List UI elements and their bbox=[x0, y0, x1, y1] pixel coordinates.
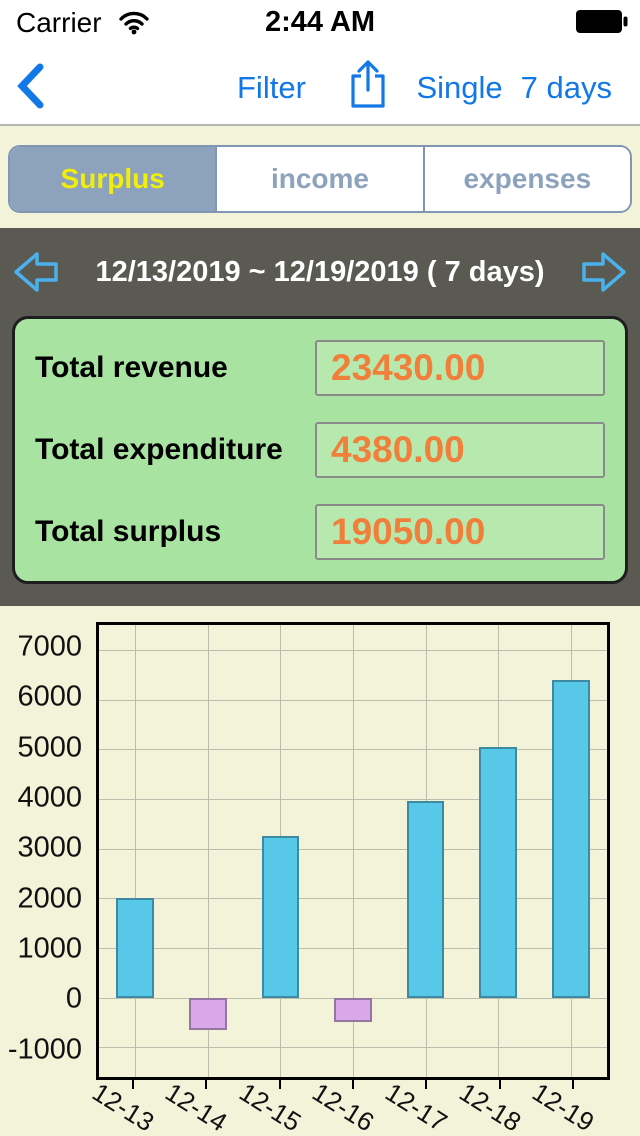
x-tick-label-text: 12-14 bbox=[160, 1076, 233, 1136]
total-expenditure-value: 4380.00 bbox=[315, 422, 605, 478]
y-tick-label: 1000 bbox=[17, 932, 82, 965]
previous-period-arrow-icon[interactable] bbox=[12, 250, 60, 299]
x-axis-tick bbox=[205, 1080, 208, 1089]
x-tick-label: 12-19 bbox=[527, 1077, 640, 1136]
chart-bar bbox=[334, 997, 372, 1023]
filter-button[interactable]: Filter bbox=[237, 70, 306, 105]
chart-bar bbox=[188, 997, 227, 1030]
chart-y-labels: 7000 6000 5000 4000 3000 2000 1000 0 -1000 bbox=[0, 622, 88, 1080]
tab-income[interactable]: income bbox=[217, 147, 425, 211]
clock: 2:44 AM bbox=[264, 6, 376, 38]
total-revenue-label: Total revenue bbox=[35, 351, 228, 384]
gridline-vertical bbox=[353, 625, 354, 1077]
wifi-icon bbox=[118, 9, 150, 40]
nav-right-group: Single 7 days bbox=[416, 70, 612, 106]
x-tick-label-text: 12-19 bbox=[527, 1076, 600, 1136]
days-button[interactable]: 7 days bbox=[520, 70, 612, 105]
y-tick-label: 0 bbox=[65, 982, 82, 1015]
y-tick-label: 7000 bbox=[17, 630, 82, 663]
x-axis-tick bbox=[498, 1080, 501, 1089]
y-tick-label: 6000 bbox=[17, 680, 82, 713]
y-tick-label: 5000 bbox=[17, 731, 82, 764]
x-axis-tick bbox=[425, 1080, 428, 1089]
chart-bar bbox=[551, 679, 590, 998]
battery-icon bbox=[576, 10, 628, 38]
gridline-vertical bbox=[207, 625, 209, 1077]
content: Surplus income expenses 12/13/2019 ~ 12/… bbox=[0, 126, 640, 1136]
x-axis-tick bbox=[131, 1080, 134, 1089]
single-button[interactable]: Single bbox=[416, 70, 503, 105]
status-bar: Carrier 2:44 AM bbox=[0, 0, 640, 44]
back-button[interactable] bbox=[14, 62, 50, 110]
total-surplus-value: 19050.00 bbox=[315, 504, 605, 560]
y-tick-label: 4000 bbox=[17, 781, 82, 814]
x-tick-label-text: 12-13 bbox=[86, 1076, 160, 1136]
tab-surplus[interactable]: Surplus bbox=[10, 147, 218, 211]
tab-expenses[interactable]: expenses bbox=[424, 147, 630, 211]
total-surplus-label: Total surplus bbox=[35, 515, 222, 548]
next-period-arrow-icon[interactable] bbox=[580, 250, 628, 299]
summary-row: Total revenue 23430.00 bbox=[15, 340, 625, 396]
x-tick-label-text: 12-16 bbox=[307, 1076, 380, 1136]
period-panel: 12/13/2019 ~ 12/19/2019 ( 7 days) Total … bbox=[0, 228, 640, 606]
date-range-label: 12/13/2019 ~ 12/19/2019 ( 7 days) bbox=[95, 256, 545, 288]
total-revenue-value: 23430.00 bbox=[315, 340, 605, 396]
chart-area: 7000 6000 5000 4000 3000 2000 1000 0 -1000 12-13… bbox=[0, 604, 640, 1136]
carrier-label: Carrier bbox=[16, 7, 102, 38]
nav-bar: Filter Single 7 days bbox=[0, 44, 640, 126]
y-tick-label: 2000 bbox=[17, 882, 82, 915]
y-tick-label: -1000 bbox=[7, 1033, 82, 1066]
chart-plot bbox=[96, 622, 610, 1080]
summary-row: Total expenditure 4380.00 bbox=[15, 422, 625, 478]
chart-bar bbox=[116, 898, 155, 998]
y-tick-label: 3000 bbox=[17, 831, 82, 864]
summary-row: Total surplus 19050.00 bbox=[15, 504, 625, 560]
summary-panel: Total revenue 23430.00 Total expenditure… bbox=[12, 316, 628, 584]
chart-bar bbox=[406, 801, 445, 998]
x-axis-tick bbox=[352, 1080, 354, 1089]
x-axis-tick bbox=[278, 1080, 281, 1089]
chart-bar bbox=[479, 746, 517, 998]
chart-bar bbox=[261, 836, 300, 998]
x-tick-label-text: 12-15 bbox=[233, 1076, 306, 1136]
share-icon[interactable] bbox=[346, 58, 390, 117]
total-expenditure-label: Total expenditure bbox=[35, 433, 283, 466]
gridline-vertical bbox=[135, 625, 137, 1077]
segmented-control: Surplus income expenses bbox=[8, 145, 632, 213]
chart-x-labels: 12-13 12-14 12-15 12-16 12-17 12-18 12-19 bbox=[87, 1076, 610, 1136]
x-axis-tick bbox=[572, 1080, 575, 1089]
x-tick-label-text: 12-18 bbox=[453, 1076, 527, 1136]
x-tick-label-text: 12-17 bbox=[380, 1076, 453, 1136]
